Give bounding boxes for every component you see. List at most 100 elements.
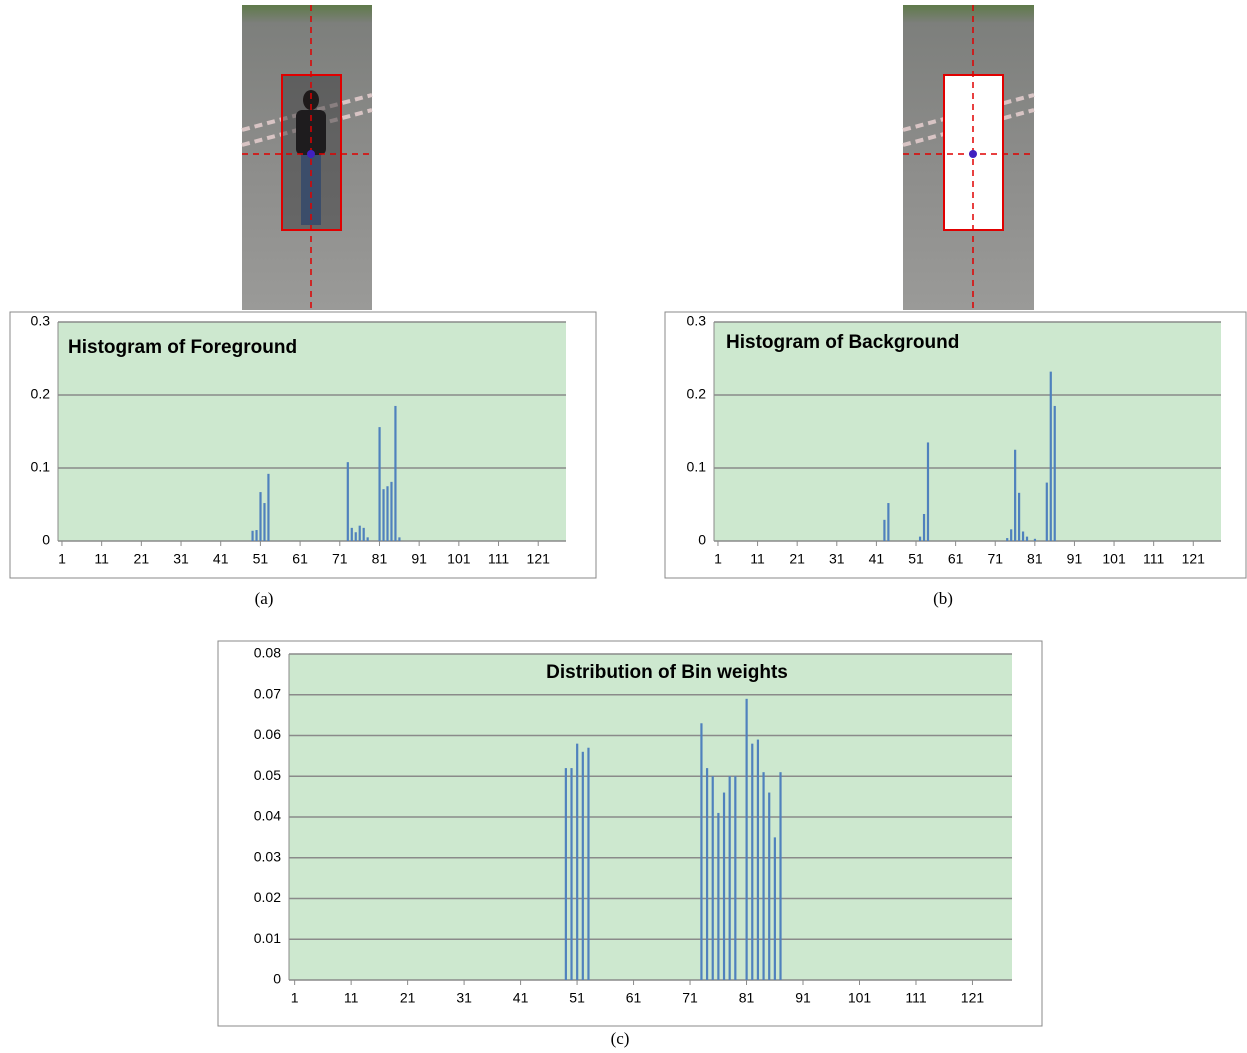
x-tick-label: 121: [1182, 551, 1206, 567]
y-tick-label: 0.01: [254, 930, 281, 946]
x-tick-label: 51: [908, 551, 924, 567]
bar: [351, 528, 353, 541]
bar: [746, 699, 748, 980]
x-tick-label: 11: [750, 551, 765, 567]
x-tick-label: 71: [987, 551, 1003, 567]
photo-foreground: [242, 5, 372, 310]
bar: [255, 530, 257, 541]
bar: [751, 744, 753, 980]
y-tick-label: 0.2: [31, 386, 51, 402]
chart-title: Histogram of Foreground: [68, 337, 297, 358]
x-tick-label: 61: [948, 551, 964, 567]
x-tick-label: 101: [1102, 551, 1126, 567]
bar: [367, 537, 369, 541]
x-tick-label: 31: [829, 551, 845, 567]
bar: [706, 768, 708, 980]
x-tick-label: 61: [292, 551, 308, 567]
x-tick-label: 91: [795, 990, 811, 1006]
x-tick-label: 51: [253, 551, 269, 567]
chart-title: Distribution of Bin weights: [546, 662, 788, 683]
bar: [923, 514, 925, 541]
bar: [1034, 539, 1036, 541]
bar: [734, 776, 736, 980]
bar: [779, 772, 781, 980]
bar: [382, 489, 384, 541]
bar: [355, 532, 357, 541]
bar: [267, 474, 269, 541]
bar: [723, 793, 725, 980]
bar: [774, 837, 776, 980]
bar: [717, 813, 719, 980]
x-tick-label: 71: [682, 990, 698, 1006]
bar: [565, 768, 567, 980]
x-tick-label: 121: [527, 551, 551, 567]
y-tick-label: 0.06: [254, 726, 281, 742]
bar: [263, 503, 265, 541]
x-tick-label: 1: [714, 551, 722, 567]
bar: [919, 537, 921, 541]
bar: [729, 776, 731, 980]
bar: [768, 793, 770, 980]
bar: [259, 492, 261, 541]
bar: [570, 768, 572, 980]
x-tick-label: 61: [626, 990, 642, 1006]
x-tick-label: 111: [488, 551, 509, 567]
x-tick-label: 71: [332, 551, 348, 567]
x-tick-label: 101: [848, 990, 872, 1006]
y-tick-label: 0.07: [254, 685, 281, 701]
y-tick-label: 0.1: [31, 459, 51, 475]
bar: [390, 482, 392, 541]
bar: [883, 520, 885, 541]
y-tick-label: 0: [42, 532, 50, 548]
x-tick-label: 21: [134, 551, 150, 567]
caption: (b): [933, 589, 953, 608]
bar: [1018, 493, 1020, 541]
figure: 00.10.20.31112131415161718191101111121Hi…: [0, 0, 1247, 1053]
chart-title: Histogram of Background: [726, 332, 959, 353]
bar: [386, 486, 388, 541]
bar: [251, 531, 253, 541]
page: 00.10.20.31112131415161718191101111121Hi…: [0, 0, 1247, 1053]
bar: [700, 723, 702, 980]
bar: [1050, 372, 1052, 541]
x-tick-label: 31: [456, 990, 472, 1006]
bar: [1026, 537, 1028, 541]
bar: [927, 442, 929, 541]
y-tick-label: 0: [698, 532, 706, 548]
x-tick-label: 101: [447, 551, 471, 567]
bar: [347, 462, 349, 541]
caption: (a): [255, 589, 274, 608]
y-tick-label: 0.3: [31, 313, 51, 329]
y-tick-label: 0.1: [687, 459, 707, 475]
bar: [712, 776, 714, 980]
y-tick-label: 0: [273, 971, 281, 987]
x-tick-label: 11: [94, 551, 109, 567]
bar: [1014, 450, 1016, 541]
bar: [378, 427, 380, 541]
bar: [398, 537, 400, 541]
bar: [363, 528, 365, 541]
x-tick-label: 51: [569, 990, 585, 1006]
y-tick-label: 0.03: [254, 848, 281, 864]
y-tick-label: 0.04: [254, 808, 281, 824]
x-tick-label: 41: [869, 551, 885, 567]
y-tick-label: 0.3: [687, 313, 707, 329]
y-tick-label: 0.02: [254, 889, 281, 905]
y-tick-label: 0.2: [687, 386, 707, 402]
bar: [394, 406, 396, 541]
x-tick-label: 1: [58, 551, 66, 567]
bar: [1006, 538, 1008, 541]
x-tick-label: 81: [739, 990, 755, 1006]
x-tick-label: 21: [400, 990, 416, 1006]
x-tick-label: 41: [213, 551, 229, 567]
bar: [762, 772, 764, 980]
x-tick-label: 31: [173, 551, 189, 567]
bar: [757, 740, 759, 980]
x-tick-label: 121: [961, 990, 985, 1006]
photo-background: [903, 5, 1034, 310]
x-tick-label: 111: [1143, 551, 1164, 567]
x-tick-label: 91: [411, 551, 427, 567]
x-tick-label: 81: [372, 551, 388, 567]
x-tick-label: 21: [789, 551, 805, 567]
bar: [576, 744, 578, 980]
